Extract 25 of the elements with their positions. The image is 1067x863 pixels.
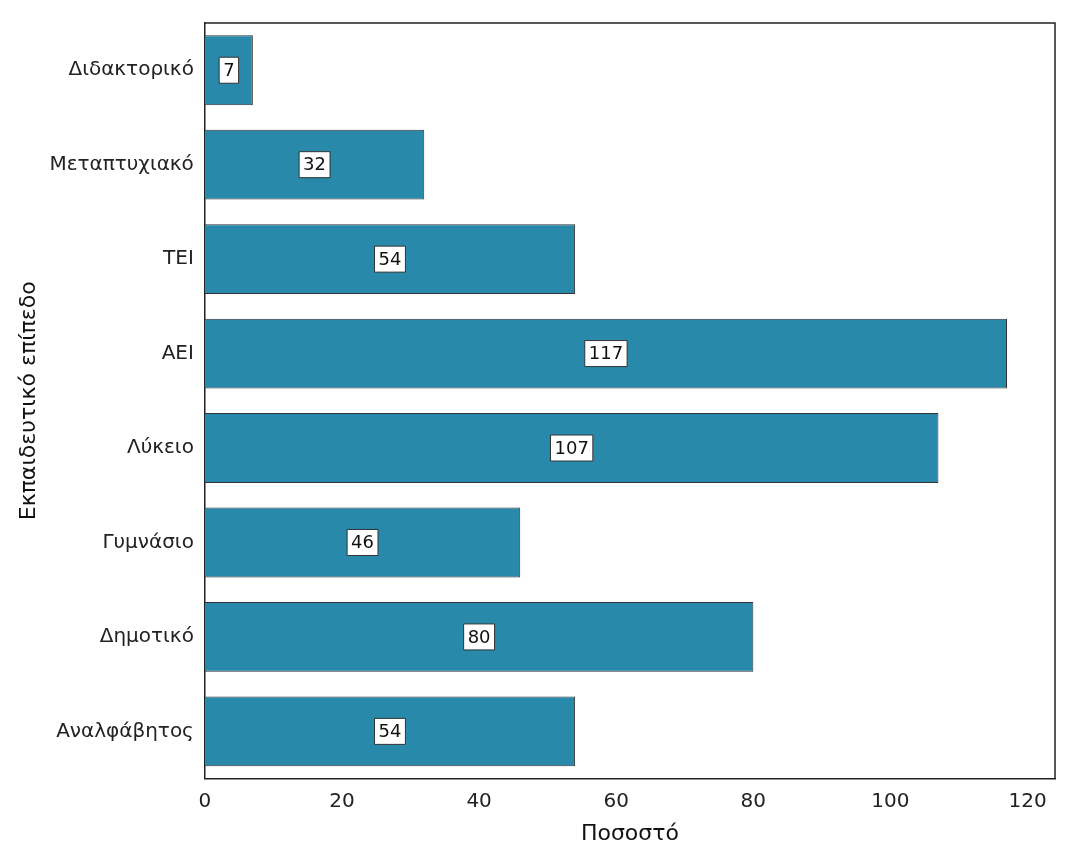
x-tick-label: 0 bbox=[198, 787, 212, 812]
y-tick-label: ΑΕΙ bbox=[161, 339, 194, 364]
y-tick-label: Γυμνάσιο bbox=[102, 528, 194, 553]
x-axis-title: Ποσοστό bbox=[580, 819, 679, 845]
x-tick-label: 20 bbox=[329, 787, 355, 812]
data-label: 46 bbox=[351, 531, 375, 553]
data-label: 107 bbox=[554, 436, 589, 458]
data-label: 54 bbox=[378, 247, 402, 269]
y-axis-title: Εκπαιδευτικό επίπεδο bbox=[14, 281, 40, 521]
y-tick-label: Λύκειο bbox=[127, 434, 194, 459]
x-tick-label: 120 bbox=[1008, 787, 1047, 812]
x-tick-label: 100 bbox=[871, 787, 910, 812]
data-label: 7 bbox=[223, 58, 235, 80]
x-tick-label: 80 bbox=[740, 787, 767, 812]
y-tick-label: ΤΕΙ bbox=[162, 245, 194, 270]
y-tick-label: Διδακτορικό bbox=[68, 56, 194, 81]
y-tick-label: Δημοτικό bbox=[99, 623, 194, 648]
x-tick-label: 60 bbox=[603, 787, 629, 812]
data-label: 80 bbox=[467, 625, 491, 647]
x-tick-label: 40 bbox=[466, 787, 492, 812]
data-label: 54 bbox=[378, 720, 402, 742]
y-tick-label: Μεταπτυχιακό bbox=[49, 150, 194, 175]
y-tick-label: Αναλφάβητος bbox=[56, 717, 194, 742]
data-label: 32 bbox=[303, 153, 327, 175]
data-label: 117 bbox=[588, 342, 624, 364]
